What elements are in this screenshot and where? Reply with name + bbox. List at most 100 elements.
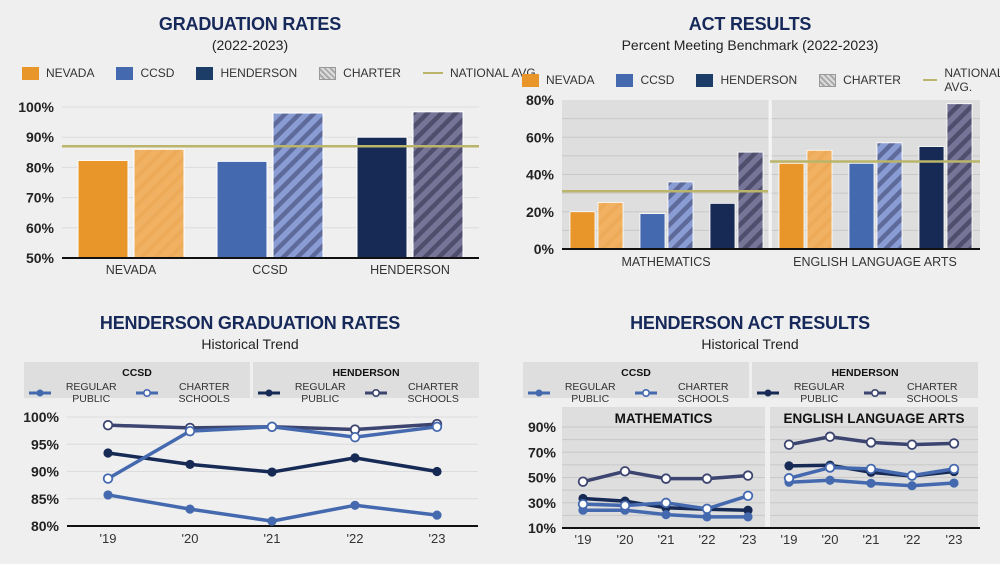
- x-tick-label: '22: [347, 531, 364, 546]
- legend-heading: CCSD: [621, 367, 651, 379]
- bar-ccsd: [639, 213, 666, 250]
- legend-label: CHARTER SCHOOLS: [407, 381, 459, 405]
- x-category-label: ENGLISH LANGUAGE ARTS: [793, 255, 957, 269]
- legend-label: REGULAR PUBLIC: [793, 381, 845, 405]
- act-results-chart: 0% 20% 40% 60% 80% MATHEMATICS ENGLISH LANGUAG…: [526, 92, 980, 269]
- x-tick-label: '21: [863, 532, 880, 547]
- data-point-marker: [350, 453, 360, 463]
- filled-line-marker-icon: [757, 389, 779, 397]
- charter-bar-ccsd: [272, 112, 324, 259]
- legend-label: CHARTER SCHOOLS: [906, 381, 958, 405]
- data-point-marker: [350, 500, 360, 510]
- legend-henderson-charter: CHARTER SCHOOLS: [364, 381, 475, 405]
- bar-henderson: [356, 136, 408, 259]
- x-tick-label: '23: [946, 532, 963, 547]
- legend-ccsd-regular: REGULAR PUBLIC: [28, 381, 127, 405]
- x-tick-label: '19: [781, 532, 798, 547]
- legend-ccsd-regular: REGULAR PUBLIC: [527, 381, 626, 405]
- legend-heading: CCSD: [122, 367, 152, 379]
- legend-heading: HENDERSON: [332, 367, 400, 379]
- y-tick-label: 80%: [26, 159, 55, 175]
- data-point-marker: [825, 475, 835, 485]
- y-tick-label: 40%: [526, 167, 555, 183]
- data-point-marker: [743, 505, 753, 515]
- data-point-marker: [783, 473, 795, 484]
- y-tick-label: 80%: [31, 518, 60, 534]
- bar-ccsd-charter: [876, 142, 903, 250]
- data-point-marker: [431, 421, 443, 433]
- y-tick-label: 70%: [26, 190, 55, 206]
- act-trend-legend-ccsd: CCSD REGULAR PUBLIC CHARTER SCHOOLS: [523, 362, 749, 405]
- x-category-label: MATHEMATICS: [621, 255, 710, 269]
- panel-title: ENGLISH LANGUAGE ARTS: [783, 411, 964, 426]
- legend-label: CCSD: [140, 66, 175, 80]
- nevada-swatch: [522, 73, 539, 87]
- bar-nevada: [778, 162, 805, 250]
- y-tick-label: 85%: [31, 491, 60, 507]
- y-tick-label: 95%: [31, 436, 60, 452]
- x-tick-label: '22: [699, 532, 716, 547]
- legend-label: NATIONAL AVG.: [944, 66, 1000, 94]
- data-point-marker: [742, 470, 754, 481]
- henderson-act-title: HENDERSON ACT RESULTS: [630, 313, 870, 333]
- x-category-label: HENDERSON: [370, 263, 450, 277]
- legend-label: CHARTER SCHOOLS: [677, 381, 729, 405]
- data-point-marker: [949, 478, 959, 488]
- y-tick-label: 10%: [528, 520, 557, 536]
- national-avg-line-swatch: [922, 79, 938, 81]
- y-tick-label: 60%: [526, 129, 555, 145]
- nevada-swatch: [22, 66, 39, 80]
- bar-henderson: [918, 146, 945, 250]
- legend-national-avg: NATIONAL AVG.: [422, 66, 539, 80]
- data-point-marker: [619, 466, 631, 477]
- bar-ccsd: [216, 160, 268, 259]
- data-point-marker: [432, 466, 442, 477]
- grad-trend-legend-ccsd: CCSD REGULAR PUBLIC CHARTER SCHOOLS: [24, 362, 250, 405]
- x-tick-label: '20: [822, 532, 839, 547]
- x-category-label: CCSD: [252, 263, 287, 277]
- legend-ccsd-charter: CHARTER SCHOOLS: [135, 381, 246, 405]
- henderson-act-trend-chart: 10% 30% 50% 70% 90% MATHEMATICS '19 '20 '21 '22 '2…: [528, 407, 980, 547]
- data-point-marker: [267, 516, 277, 526]
- grad-trend-legend-henderson: HENDERSON REGULAR PUBLIC CHARTER SCHOOLS: [253, 362, 479, 405]
- y-tick-label: 50%: [26, 250, 55, 266]
- bar-nevada-charter: [597, 202, 624, 250]
- data-point-marker: [349, 431, 361, 443]
- legend-charter: CHARTER: [819, 73, 901, 87]
- charter-hatch-swatch: [819, 73, 837, 87]
- data-point-marker: [865, 437, 877, 448]
- y-tick-label: 30%: [528, 495, 557, 511]
- charter-bar-henderson: [412, 111, 464, 259]
- x-category-label: NEVADA: [106, 263, 157, 277]
- y-tick-label: 90%: [26, 129, 55, 145]
- data-point-marker: [267, 467, 277, 477]
- bar-nevada-charter: [806, 149, 833, 250]
- graduation-legend: NEVADA CCSD HENDERSON CHARTER NATIONAL A…: [22, 66, 561, 80]
- henderson-graduation-subtitle: Historical Trend: [201, 336, 299, 352]
- bar-henderson-charter: [946, 103, 973, 250]
- data-point-marker: [701, 503, 713, 515]
- ccsd-swatch: [116, 66, 134, 80]
- data-point-marker: [702, 512, 712, 522]
- legend-label: REGULAR PUBLIC: [564, 381, 616, 405]
- legend-henderson: HENDERSON: [196, 66, 297, 80]
- data-point-marker: [948, 438, 960, 449]
- legend-label: REGULAR PUBLIC: [65, 381, 117, 405]
- legend-label: CHARTER: [843, 73, 901, 87]
- data-point-marker: [701, 473, 713, 484]
- data-point-marker: [866, 478, 876, 488]
- legend-henderson-regular: REGULAR PUBLIC: [756, 381, 855, 405]
- data-point-marker: [432, 510, 442, 520]
- data-point-marker: [266, 421, 278, 433]
- x-tick-label: '22: [904, 532, 921, 547]
- data-point-marker: [185, 459, 195, 470]
- act-results-subtitle: Percent Meeting Benchmark (2022-2023): [621, 37, 879, 53]
- open-line-marker-icon: [365, 388, 388, 398]
- data-point-marker: [906, 439, 918, 450]
- legend-ccsd-charter: CHARTER SCHOOLS: [634, 381, 745, 405]
- data-point-marker: [103, 448, 113, 458]
- data-point-marker: [784, 461, 794, 471]
- legend-label: NEVADA: [546, 73, 595, 87]
- legend-label: CCSD: [640, 73, 675, 87]
